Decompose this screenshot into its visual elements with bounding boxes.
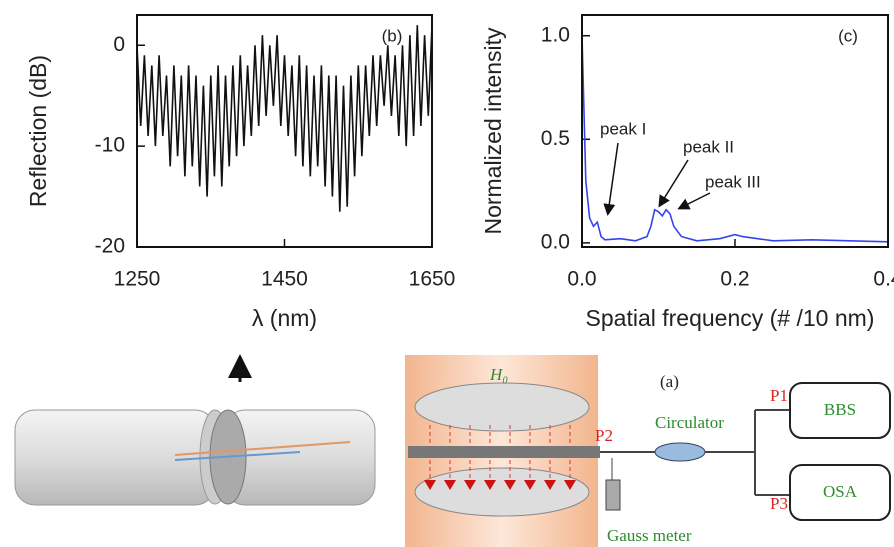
diagram: (a) H₀ P1 P2 P3 Circulator BBS OSA Gauss…: [14, 354, 891, 547]
x-axis-title: λ (nm): [252, 305, 317, 331]
beam: [174, 441, 351, 456]
x-tick-label: 1450: [261, 268, 308, 291]
y-tick-label: 1.0: [541, 23, 570, 46]
field-lines: [429, 425, 571, 480]
data-line: [136, 25, 433, 212]
osa-label: OSA: [823, 482, 858, 501]
y-tick-label: 0.0: [541, 230, 570, 253]
y-axis-title: Normalized intensity: [480, 27, 506, 235]
gauss-probe: [605, 479, 621, 511]
port: P1: [770, 386, 788, 405]
annotation: peak III: [705, 172, 761, 191]
panel-label: (b): [382, 26, 403, 45]
pole: [414, 467, 590, 517]
meter-label: Gauss meter: [607, 526, 692, 545]
x-tick-label: 0.0: [567, 268, 596, 291]
annotation-arrow: [658, 159, 689, 208]
annotation: peak II: [683, 137, 734, 156]
beam: [174, 451, 301, 461]
fiber: [408, 446, 600, 458]
pole: [414, 382, 590, 432]
annotation: peak I: [600, 119, 646, 138]
annotation-arrow: [603, 142, 619, 216]
y-tick-label: -20: [95, 235, 125, 258]
fiber-right: [224, 409, 376, 506]
fiber-left: [14, 409, 216, 506]
y-axis-title: Reflection (dB): [25, 55, 51, 207]
circulator: [654, 442, 706, 462]
x-axis-title: Spatial frequency (# /10 nm): [586, 305, 875, 331]
circulator-label: Circulator: [655, 413, 724, 432]
port: P3: [770, 494, 788, 513]
y-tick-label: 0.5: [541, 127, 570, 150]
x-tick-label: 0.2: [720, 268, 749, 291]
panel-label: (a): [660, 372, 679, 391]
x-tick-label: 0.4: [873, 268, 894, 291]
plot-frame: [136, 14, 433, 248]
data-line: [581, 35, 889, 243]
bbs-label: BBS: [824, 400, 856, 419]
field-arrows: [424, 480, 576, 490]
osa-box: [789, 464, 891, 521]
panel-label: (c): [838, 26, 858, 45]
x-tick-label: 1650: [409, 268, 456, 291]
x-tick-label: 1250: [114, 268, 161, 291]
y-tick-label: 0: [113, 33, 125, 56]
charts: 1250 1450 1650 0 -10 -20 (b) λ (nm) Reflection (…: [25, 14, 894, 331]
field-label: H₀: [489, 365, 508, 384]
annotation-arrow: [677, 192, 711, 210]
plot-frame: [581, 14, 889, 248]
link: [705, 409, 790, 496]
bbs-box: [789, 382, 891, 439]
y-tick-label: -10: [95, 134, 125, 157]
port: P2: [595, 426, 613, 445]
